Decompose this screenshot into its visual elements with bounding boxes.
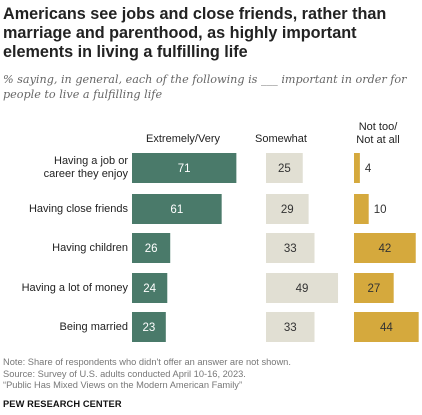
source-line: Source: Survey of U.S. adults conducted … (3, 368, 246, 379)
chart-subtitle: % saying, in general, each of the follow… (3, 73, 407, 101)
bar (266, 194, 309, 224)
bar-value-label: 25 (278, 163, 291, 175)
bar (354, 233, 416, 263)
row-label: Being married (0, 321, 128, 334)
row-label-line: Being married (59, 320, 128, 333)
row-label: Having children (0, 242, 128, 255)
bar (354, 194, 369, 224)
bar-value-label: 33 (284, 322, 297, 334)
pew-research-center-logo: PEW RESEARCH CENTER (3, 399, 122, 409)
row-label-line: career they enjoy (43, 168, 128, 180)
bar-value-label: 24 (143, 283, 156, 295)
row-label-line: Having a job or (54, 155, 128, 167)
row-label-line: Having a lot of money (21, 281, 128, 294)
note-line: Note: Share of respondents who didn't of… (3, 357, 291, 367)
row-label-line: Having children (52, 241, 128, 254)
report-title-line: “Public Has Mixed Views on the Modern Am… (3, 380, 243, 390)
bar (132, 194, 222, 224)
bar-value-label: 42 (378, 243, 391, 255)
bar-value-label: 10 (374, 204, 387, 216)
bar-value-label: 33 (284, 243, 297, 255)
bar-value-label: 26 (145, 243, 158, 255)
chart-title: Americans see jobs and close friends, ra… (3, 5, 387, 61)
bar (266, 153, 303, 183)
bar-value-label: 4 (365, 163, 372, 175)
bar-value-label: 44 (380, 322, 393, 334)
bar-value-label: 23 (143, 322, 156, 334)
column-header: Not too/ (358, 121, 398, 133)
bar (354, 273, 394, 303)
bar (266, 233, 315, 263)
bar-value-label: 71 (178, 163, 191, 175)
footnote: Note: Share of respondents who didn't of… (3, 357, 291, 392)
bar (132, 153, 237, 183)
column-header: Extremely/Very (146, 133, 220, 145)
column-header: Not at all (356, 134, 400, 146)
bar-value-label: 61 (170, 204, 183, 216)
bar (132, 273, 168, 303)
bar (354, 153, 360, 183)
bar-value-label: 29 (281, 204, 294, 216)
row-label-line: Having close friends (28, 202, 128, 215)
row-label: Having a lot of money (0, 282, 128, 295)
row-label: Having close friends (0, 203, 128, 216)
bar-value-label: 49 (296, 283, 309, 295)
bar (266, 312, 315, 342)
row-label: Having a job or career they enjoy (0, 155, 128, 181)
column-header: Somewhat (255, 133, 307, 145)
bar (266, 273, 339, 303)
bar (354, 312, 419, 342)
bar-value-label: 27 (367, 283, 380, 295)
bar (132, 233, 171, 263)
bar (132, 312, 166, 342)
